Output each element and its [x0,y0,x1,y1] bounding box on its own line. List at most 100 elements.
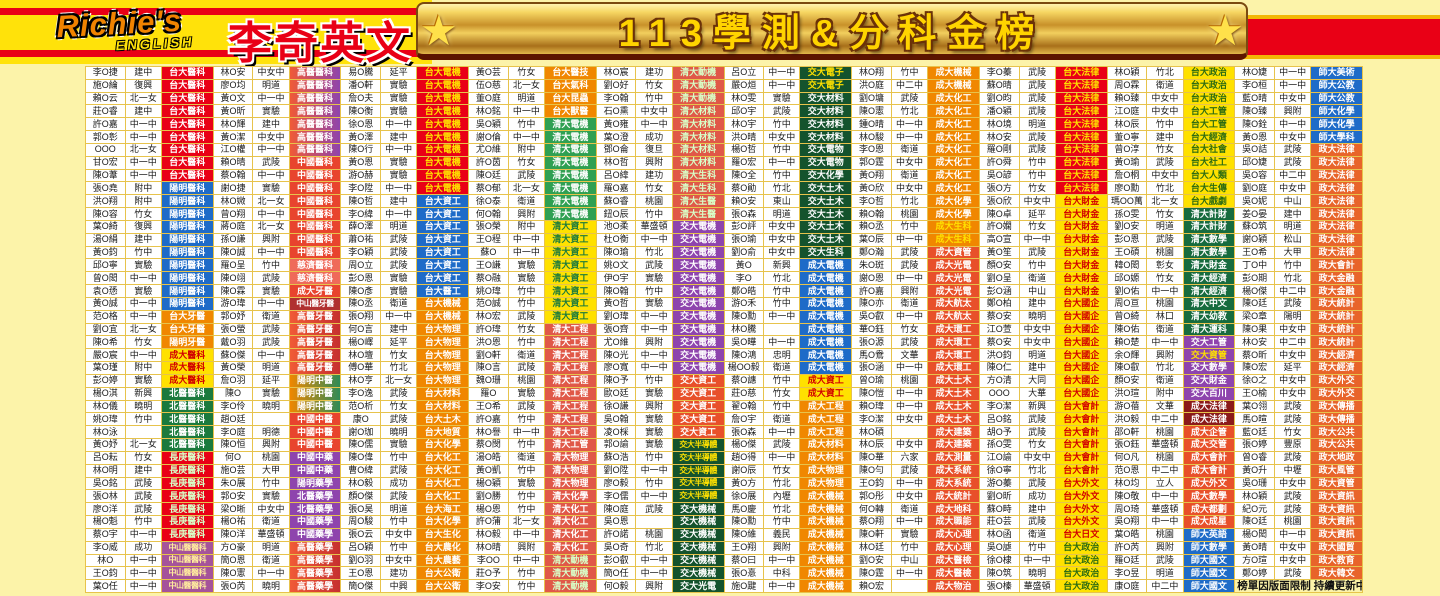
entry-dept-cell: 師大美術 [1311,67,1362,79]
entry-name-cell: 黃O雍 [596,118,636,131]
entry-name-cell: 陳O容 [86,208,125,220]
entry-school-cell: 衛道 [508,349,545,362]
entry-dept-cell: 台大化工 [417,464,469,477]
entry-name-cell: 楊O魁 [86,516,125,528]
entry-dept-cell: 清大工程 [545,374,596,387]
entry-school-cell: 武陵 [636,503,672,516]
entry-school-cell: 竹女 [1019,439,1055,451]
entry-name-cell: 劉O羽 [341,554,381,567]
entry-dept-cell: 交大電機 [672,336,724,349]
entry-name-cell: 楊O恩 [469,503,508,516]
entry-school-cell: 義民 [764,528,800,541]
entry-dept-cell: 成大機械 [800,503,852,516]
entry-dept-cell: 北醫醫科 [161,400,213,413]
entry-name-cell: 丁O中 [1235,259,1274,272]
entry-name-cell: 梁O章 [1235,310,1274,323]
entry-name-cell: 葉O任 [86,580,125,592]
entry-name-cell: 呂O立 [724,67,764,79]
entry-name-cell: 劉O勝 [469,490,508,503]
entry-dept-cell: 成大電機 [800,323,852,336]
entry-dept-cell: 交大土木 [800,220,852,233]
entry-dept-cell: 中山醫醫科 [161,580,213,592]
entry-school-cell: 桃園 [1147,297,1183,310]
entry-name-cell: 陳O丞 [341,297,381,310]
entry-school-cell: 武陵 [764,439,800,451]
entry-name-cell: 陳O勳 [724,516,764,528]
entry-school-cell: 實驗 [381,156,417,169]
entry-school-cell: 中一中 [891,400,928,413]
entry-school-cell: 華盛頓 [636,220,672,233]
entry-school-cell: 豐原 [1274,439,1311,451]
entry-dept-cell: 台大機械 [417,297,469,310]
entry-dept-cell: 台大國企 [1055,297,1107,310]
entry-dept-cell: 清大運科 [1183,323,1235,336]
entry-name-cell: 楊O淇 [86,387,125,400]
entry-name-cell: 陳O翊 [213,272,253,285]
entry-school-cell: 中一中 [253,567,289,580]
entry-name-cell: 何O翰 [469,208,508,220]
entry-school-cell: 中女中 [891,413,928,426]
entry-school-cell: 竹女 [764,387,800,400]
entry-dept-cell: 交大半導體 [672,464,724,477]
entry-school-cell: 竹女 [1019,182,1055,195]
entry-dept-cell: 交大土木 [800,208,852,220]
entry-dept-cell: 交大機械 [672,503,724,516]
entry-school-cell: 武陵 [636,259,672,272]
entry-dept-cell: 台大物理 [417,349,469,362]
entry-school-cell: 內壢 [764,490,800,503]
entry-name-cell: 林O泳 [86,426,125,439]
entry-dept-cell: 政大經濟 [1311,349,1362,362]
entry-school-cell: 中女中 [253,67,289,79]
entry-name-cell: 彭O期 [1235,272,1274,285]
entry-dept-cell: 台大資工 [417,246,469,259]
entry-name-cell: 周O亘 [1107,297,1147,310]
entry-school-cell: 竹中 [636,92,672,105]
entry-name-cell: 劉O昀 [979,92,1019,105]
entry-name-cell: 李O翰 [596,92,636,105]
entry-school-cell: 竹女 [636,79,672,92]
entry-school-cell: 興附 [508,541,545,554]
entry-name-cell: 許O瑋 [469,323,508,336]
entry-dept-cell: 清大物理 [545,477,596,490]
entry-name-cell: 李O陞 [341,182,381,195]
entry-school-cell: 竹北 [1147,362,1183,374]
entry-dept-cell: 北醫醫科 [161,413,213,426]
entry-dept-cell: 高醫牙醫 [289,336,341,349]
entry-school-cell: 附中 [125,362,161,374]
entry-dept-cell: 台大外文 [1055,490,1107,503]
entry-school-cell: 武陵 [508,400,545,413]
entry-name-cell: 華O鈺 [852,323,891,336]
entry-school-cell: 中一中 [891,118,928,131]
entry-name-cell: 陳O仁 [979,362,1019,374]
entry-dept-cell: 清大工程 [545,349,596,362]
entry-dept-cell: 清大動機 [672,67,724,79]
entry-dept-cell: 長庚醫科 [161,503,213,516]
entry-dept-cell: 台大物理 [417,374,469,387]
entry-school-cell: 桃園 [636,528,672,541]
entry-dept-cell: 政大金融 [1311,272,1362,285]
entry-name-cell: 陳O憲 [213,567,253,580]
entry-dept-cell: 交大光電 [672,580,724,592]
entry-dept-cell: 台大外文 [1055,477,1107,490]
entry-school-cell: 中二中 [891,79,928,92]
entry-name-cell: 董O庭 [469,92,508,105]
entry-school-cell: 竹中 [253,259,289,272]
entry-dept-cell: 成大系統 [928,477,979,490]
entry-name-cell: 曹O緯 [341,464,381,477]
entry-dept-cell: 師大學科 [1311,131,1362,143]
entry-dept-cell: 交大百川 [1183,387,1235,400]
entry-dept-cell: 成大建築 [928,426,979,439]
entry-school-cell: 延平 [1274,362,1311,374]
entry-dept-cell: 成大工程 [800,400,852,413]
entry-name-cell: 吳O妮 [1235,195,1274,208]
entry-name-cell: 鄭O瀚 [852,246,891,259]
entry-dept-cell: 台大法律 [1055,92,1107,105]
entry-name-cell: 莊O予 [469,567,508,580]
entry-name-cell: 張O昊 [341,503,381,516]
entry-school-cell: 北一女 [1147,195,1183,208]
entry-school-cell: 竹中 [764,143,800,156]
entry-school-cell: 中一中 [253,143,289,156]
entry-school-cell: 北一女 [125,439,161,451]
entry-name-cell: 林O [86,554,125,567]
entry-dept-cell: 政大會計 [1311,259,1362,272]
